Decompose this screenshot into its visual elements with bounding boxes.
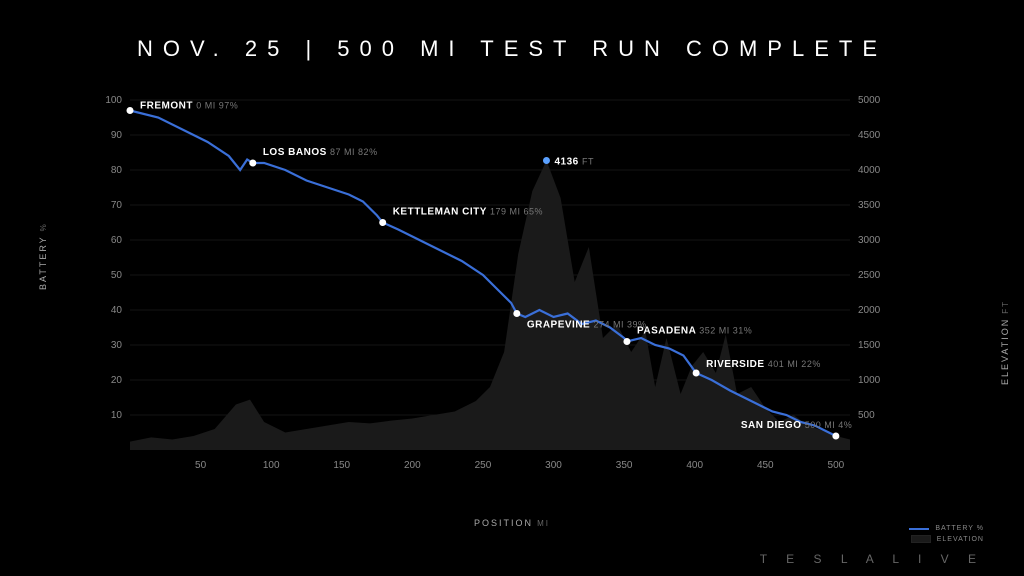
- svg-text:100: 100: [105, 95, 122, 106]
- svg-text:50: 50: [195, 460, 207, 471]
- y-left-axis-label: BATTERY%: [38, 222, 48, 290]
- svg-text:2000: 2000: [858, 305, 881, 316]
- legend-box-icon: [911, 535, 931, 543]
- svg-text:LOS BANOS 87 MI 82%: LOS BANOS 87 MI 82%: [263, 147, 378, 158]
- chart-svg: 10 20 30 40 50 60 70 80 90 100 500 1000 1500 2000 2500…: [90, 90, 890, 490]
- svg-text:80: 80: [111, 165, 123, 176]
- svg-text:3000: 3000: [858, 235, 881, 246]
- svg-text:90: 90: [111, 130, 123, 141]
- chart-legend: BATTERY % ELEVATION: [909, 525, 984, 546]
- svg-text:KETTLEMAN CITY 179 MI 65%: KETTLEMAN CITY 179 MI 65%: [393, 207, 543, 218]
- svg-text:4000: 4000: [858, 165, 881, 176]
- svg-text:400: 400: [686, 460, 703, 471]
- svg-text:RIVERSIDE 401 MI 22%: RIVERSIDE 401 MI 22%: [706, 359, 821, 370]
- svg-text:PASADENA 352 MI 31%: PASADENA 352 MI 31%: [637, 326, 752, 337]
- svg-text:2500: 2500: [858, 270, 881, 281]
- svg-text:500: 500: [858, 410, 875, 421]
- svg-text:SAN DIEGO 500 MI 4%: SAN DIEGO 500 MI 4%: [741, 420, 852, 431]
- svg-text:30: 30: [111, 340, 123, 351]
- svg-text:60: 60: [111, 235, 123, 246]
- svg-text:500: 500: [828, 460, 845, 471]
- svg-text:150: 150: [333, 460, 350, 471]
- y-right-axis-label: ELEVATIONFT: [1000, 300, 1010, 385]
- svg-text:100: 100: [263, 460, 280, 471]
- x-axis-label: POSITIONMI: [0, 518, 1024, 528]
- legend-item-battery: BATTERY %: [909, 525, 984, 532]
- svg-text:200: 200: [404, 460, 421, 471]
- chart-plot-area: 10 20 30 40 50 60 70 80 90 100 500 1000 1500 2000 2500…: [90, 90, 890, 490]
- svg-text:4500: 4500: [858, 130, 881, 141]
- legend-line-icon: [909, 528, 929, 530]
- svg-text:3500: 3500: [858, 200, 881, 211]
- svg-text:FREMONT 0 MI 97%: FREMONT 0 MI 97%: [140, 101, 238, 112]
- svg-text:10: 10: [111, 410, 123, 421]
- svg-text:450: 450: [757, 460, 774, 471]
- svg-text:4136 FT: 4136 FT: [554, 156, 594, 167]
- legend-item-elevation: ELEVATION: [909, 535, 984, 543]
- svg-text:70: 70: [111, 200, 123, 211]
- brand-watermark: T E S L A L I V E: [760, 552, 984, 566]
- svg-text:5000: 5000: [858, 95, 881, 106]
- svg-text:GRAPEVINE 274 MI 39%: GRAPEVINE 274 MI 39%: [527, 320, 647, 331]
- svg-text:250: 250: [475, 460, 492, 471]
- svg-text:300: 300: [545, 460, 562, 471]
- svg-text:20: 20: [111, 375, 123, 386]
- svg-text:1000: 1000: [858, 375, 881, 386]
- svg-text:40: 40: [111, 305, 123, 316]
- svg-text:1500: 1500: [858, 340, 881, 351]
- svg-text:350: 350: [616, 460, 633, 471]
- chart-title: NOV. 25 | 500 MI TEST RUN COMPLETE: [0, 36, 1024, 62]
- svg-text:50: 50: [111, 270, 123, 281]
